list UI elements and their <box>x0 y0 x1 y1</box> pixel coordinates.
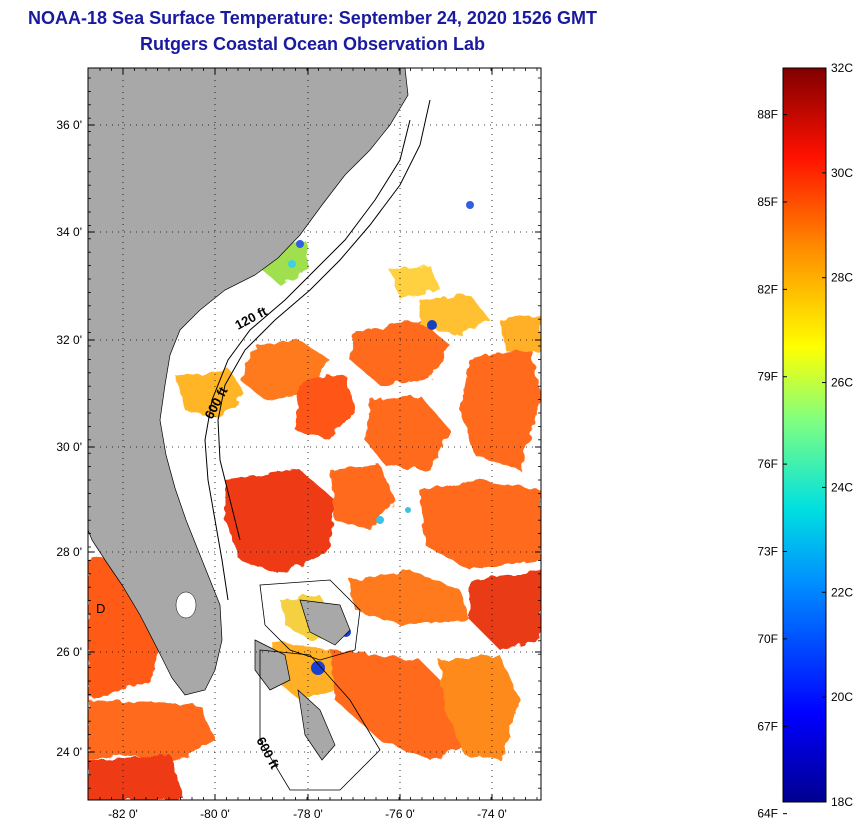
island <box>254 639 291 691</box>
lat-tick-label: 32 0' <box>56 333 82 347</box>
fahrenheit-label: 64F <box>757 807 778 821</box>
inset-letter: D <box>96 601 105 616</box>
fahrenheit-label: 73F <box>757 545 778 559</box>
lat-tick-label: 34 0' <box>56 225 82 239</box>
sst-patch <box>225 470 335 575</box>
sst-patch <box>175 370 245 420</box>
fahrenheit-label: 76F <box>757 457 778 471</box>
bahamas-islands <box>254 599 351 761</box>
colorbar-fahrenheit-labels: 88F 85F 82F 79F 76F 73F 70F 67F 64F <box>757 108 787 821</box>
fahrenheit-label: 82F <box>757 282 778 296</box>
title-line-2: Rutgers Coastal Ocean Observation Lab <box>139 34 486 54</box>
sst-speck <box>288 260 296 268</box>
celsius-label: 22C <box>831 585 853 599</box>
land-mass <box>88 68 409 696</box>
sst-speck <box>466 201 474 209</box>
sst-speck <box>376 516 384 524</box>
fahrenheit-label: 79F <box>757 370 778 384</box>
sst-patches <box>88 240 541 800</box>
sst-patch <box>470 570 541 650</box>
sst-patch <box>390 265 440 300</box>
island <box>297 689 336 761</box>
sst-patch <box>88 755 185 800</box>
lon-tick-label: -78 0' <box>293 807 323 821</box>
fahrenheit-label: 67F <box>757 719 778 733</box>
sst-patch <box>295 375 355 440</box>
fahrenheit-label: 70F <box>757 632 778 646</box>
sst-patch <box>350 570 470 625</box>
celsius-label: 18C <box>831 795 853 809</box>
depth-contour-120ft <box>204 119 411 601</box>
lon-tick-label: -82 0' <box>108 807 138 821</box>
sst-patch <box>88 700 215 760</box>
lon-tick-label: -74 0' <box>477 807 507 821</box>
lon-tick-label: -80 0' <box>200 807 230 821</box>
lat-tick-label: 36 0' <box>56 118 82 132</box>
sst-patch <box>350 320 450 385</box>
celsius-label: 20C <box>831 690 853 704</box>
sst-patch <box>440 655 520 760</box>
map-frame <box>87 67 542 801</box>
depth-contour-bahamas <box>259 579 361 661</box>
celsius-label: 24C <box>831 480 853 494</box>
sst-patch <box>500 315 541 350</box>
lon-tick-label: -76 0' <box>385 807 415 821</box>
sst-patch <box>330 465 395 530</box>
colorbar-gradient <box>782 67 827 803</box>
colorbar-celsius-labels: 32C 30C 28C 26C 24C 22C 20C 18C <box>822 61 853 809</box>
fahrenheit-label: 85F <box>757 195 778 209</box>
sst-patch <box>365 395 450 470</box>
celsius-label: 28C <box>831 271 853 285</box>
graticule <box>88 68 541 800</box>
lake <box>175 591 197 619</box>
sst-speck <box>311 661 325 675</box>
latitude-axis: 36 0' 34 0' 32 0' 30 0' 28 0' 26 0' 24 0' <box>56 77 541 789</box>
sst-speck <box>427 320 437 330</box>
map-plot-area <box>88 68 541 800</box>
lat-tick-label: 28 0' <box>56 545 82 559</box>
depth-contour-600ft <box>217 99 431 541</box>
fahrenheit-label: 88F <box>757 108 778 122</box>
lat-tick-label: 24 0' <box>56 745 82 759</box>
sst-patch <box>270 640 335 700</box>
title-line-1: NOAA-18 Sea Surface Temperature: Septemb… <box>28 8 597 28</box>
depth-contour-bahamas-2 <box>259 649 381 791</box>
celsius-label: 30C <box>831 166 853 180</box>
lat-tick-label: 26 0' <box>56 645 82 659</box>
lat-tick-label: 30 0' <box>56 440 82 454</box>
celsius-label: 32C <box>831 61 853 75</box>
sst-speck <box>296 240 304 248</box>
longitude-axis: -82 0' -80 0' -78 0' -76 0' -74 0' <box>99 68 538 821</box>
sst-patch <box>460 345 541 470</box>
sst-speck <box>405 507 411 513</box>
sst-patch <box>420 480 541 570</box>
celsius-label: 26C <box>831 376 853 390</box>
sst-patch <box>420 295 490 335</box>
